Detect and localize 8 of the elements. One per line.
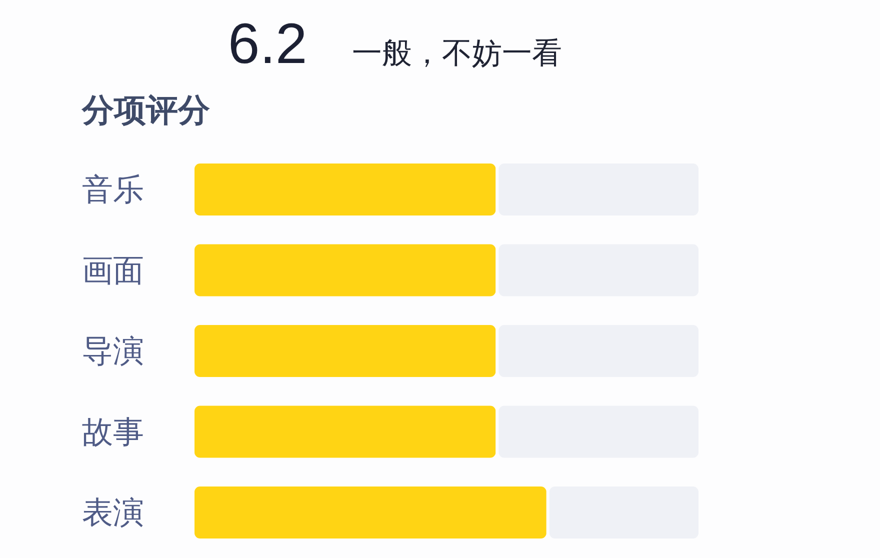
category-label: 表演 [82,495,144,530]
annotation: 6.2 [228,12,308,76]
category-label: 画面 [82,252,144,288]
annotation: 一般，不妨一看 [352,37,562,70]
title: 分项评分 [82,92,210,128]
category-label: 音乐 [82,172,144,207]
category-label: 故事 [82,414,144,450]
category-label: 导演 [82,334,144,368]
